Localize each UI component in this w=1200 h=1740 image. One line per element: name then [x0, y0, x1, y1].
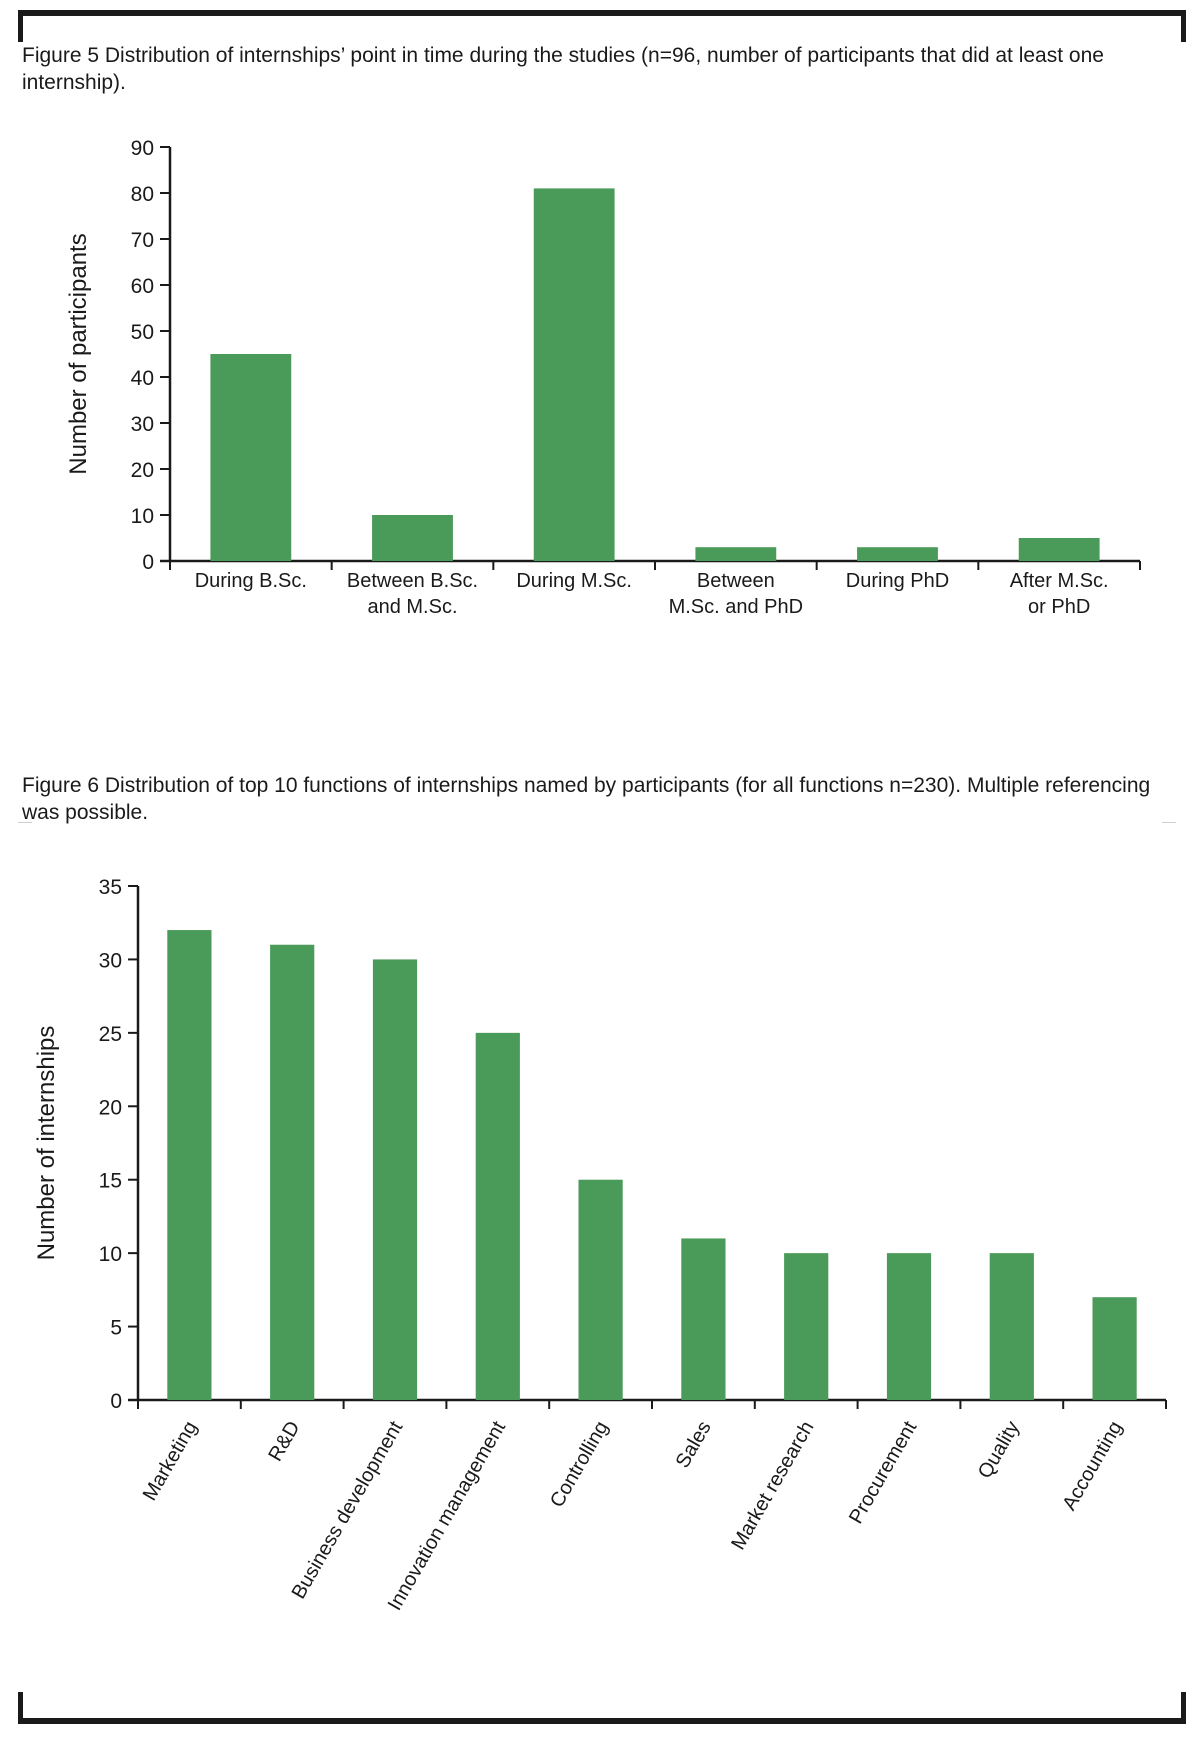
bar-5-1 — [372, 515, 453, 561]
x-category-label: During M.Sc. — [516, 570, 632, 592]
bar-6-7 — [886, 1253, 932, 1400]
figure-5-chart: 0 10 20 30 40 50 60 70 80 90 During B.Sc. Between B… — [65, 137, 1141, 618]
figure-6-caption: Figure 6 Distribution of top 10 function… — [22, 772, 1172, 826]
figure-6-label: Figure 6 — [22, 774, 100, 797]
bar-5-2 — [533, 188, 615, 561]
bar-6-1 — [270, 944, 315, 1400]
bar-6-0 — [167, 930, 212, 1400]
caption-rule-left — [18, 822, 32, 823]
page-frame-top — [18, 10, 1186, 42]
x-category-label: Between B.Sc. and M.Sc. — [347, 570, 478, 618]
y-tick-label: 15 — [99, 1170, 122, 1193]
y-tick-label: 40 — [131, 367, 154, 390]
x-category-label: Marketing — [139, 1418, 202, 1505]
y-tick-label: 20 — [131, 459, 154, 482]
x-category-label: After M.Sc. or PhD — [1010, 570, 1109, 618]
y-tick-label: 30 — [131, 413, 154, 436]
y-tick-label: 10 — [131, 505, 154, 528]
bar-6-9 — [1092, 1297, 1137, 1400]
bar-6-4 — [578, 1179, 623, 1400]
bar-6-3 — [475, 1032, 520, 1400]
bar-6-6 — [784, 1253, 829, 1400]
x-category-label: Market research — [727, 1418, 818, 1554]
x-category-label: Controlling — [546, 1418, 613, 1512]
caption-rule-right — [1162, 822, 1176, 823]
figure-5-caption: Figure 5 Distribution of internships’ po… — [22, 42, 1172, 96]
bar-6-5 — [681, 1238, 726, 1400]
y-axis-title: Number of internships — [33, 1026, 60, 1261]
x-category-label: Accounting — [1058, 1418, 1127, 1515]
y-tick-label: 70 — [131, 229, 154, 252]
y-tick-label: 0 — [142, 551, 154, 574]
x-category-label: Business development — [288, 1417, 408, 1603]
x-category-label: Innovation management — [384, 1417, 511, 1614]
x-category-label: Sales — [672, 1418, 716, 1472]
x-category-label: During B.Sc. — [195, 570, 307, 592]
y-tick-label: 50 — [131, 321, 154, 344]
y-tick-label: 20 — [99, 1096, 122, 1119]
y-tick-label: 5 — [110, 1317, 122, 1340]
bar-5-4 — [857, 547, 938, 561]
x-category-label: Between M.Sc. and PhD — [669, 570, 804, 618]
y-axis-title: Number of participants — [65, 233, 92, 474]
y-tick-label: 35 — [99, 876, 122, 899]
y-tick-label: 80 — [131, 183, 154, 206]
bar-6-8 — [989, 1253, 1034, 1400]
y-tick-label: 0 — [110, 1390, 122, 1413]
bar-5-5 — [1018, 538, 1100, 561]
page-frame-bottom — [18, 1692, 1186, 1724]
y-tick-label: 10 — [99, 1243, 122, 1266]
figure-5-label: Figure 5 — [22, 44, 100, 67]
bar-5-3 — [695, 547, 777, 561]
y-tick-label: 60 — [131, 275, 154, 298]
y-tick-label: 90 — [131, 137, 154, 160]
bar-5-0 — [210, 354, 292, 561]
y-tick-label: 25 — [99, 1023, 122, 1046]
x-category-label: R&D — [264, 1418, 304, 1466]
y-tick-label: 30 — [99, 949, 122, 972]
x-category-label: Procurement — [845, 1417, 922, 1528]
x-category-label: Quality — [974, 1418, 1024, 1483]
figure-5-title: Distribution of internships’ point in ti… — [22, 44, 1104, 94]
figure-6-title: Distribution of top 10 functions of inte… — [22, 774, 1151, 824]
x-category-label: During PhD — [846, 570, 949, 592]
bar-6-2 — [372, 959, 418, 1400]
